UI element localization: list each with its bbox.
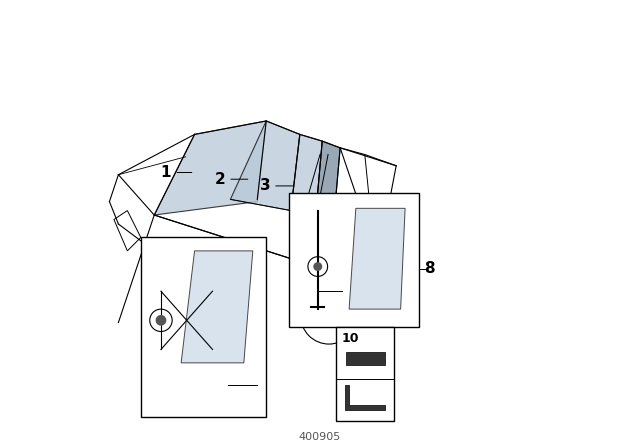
Text: 4: 4: [292, 219, 303, 234]
Polygon shape: [316, 141, 340, 224]
Text: 3: 3: [260, 178, 271, 194]
Circle shape: [314, 262, 323, 271]
Text: 7: 7: [257, 378, 267, 393]
Polygon shape: [291, 134, 323, 217]
Polygon shape: [349, 208, 405, 309]
Text: 6: 6: [397, 259, 408, 274]
Text: 5: 5: [308, 220, 319, 235]
Text: 1: 1: [160, 165, 171, 180]
Text: 2: 2: [215, 172, 226, 187]
Bar: [289, 193, 419, 327]
Polygon shape: [181, 251, 253, 363]
Polygon shape: [345, 385, 385, 410]
Polygon shape: [346, 352, 385, 365]
Text: 400905: 400905: [299, 432, 341, 442]
Text: 8: 8: [424, 261, 435, 276]
Text: 9: 9: [397, 216, 408, 232]
Polygon shape: [230, 121, 300, 211]
Bar: [336, 327, 394, 421]
Circle shape: [156, 315, 166, 326]
Bar: [141, 237, 266, 417]
Text: 10: 10: [324, 214, 340, 227]
Text: 10: 10: [342, 332, 359, 345]
Polygon shape: [154, 121, 266, 215]
